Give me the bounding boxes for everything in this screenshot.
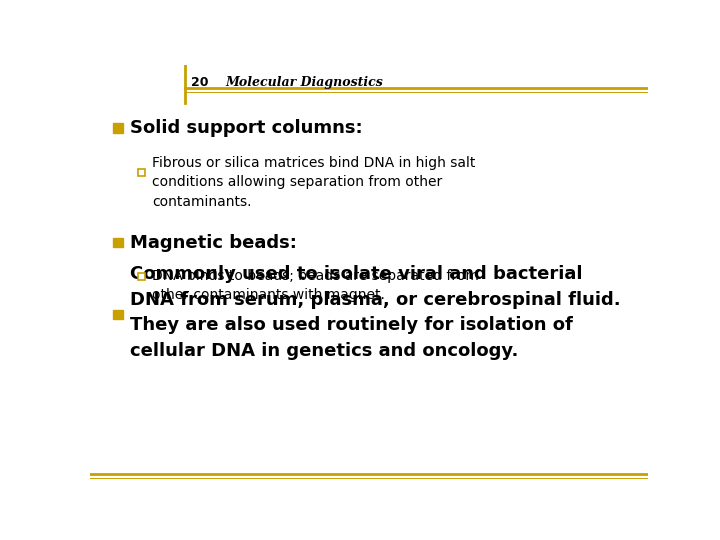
Bar: [138, 168, 145, 176]
Text: Molecular Diagnostics: Molecular Diagnostics: [225, 76, 383, 89]
Text: DNA binds to beads; beads are separated from
other contaminants with magnet.: DNA binds to beads; beads are separated …: [152, 269, 479, 302]
Text: Solid support columns:: Solid support columns:: [130, 119, 363, 137]
Text: Magnetic beads:: Magnetic beads:: [130, 234, 297, 252]
Text: Commonly used to isolate viral and bacterial
DNA from serum, plasma, or cerebros: Commonly used to isolate viral and bacte…: [130, 265, 621, 360]
Bar: [113, 238, 122, 247]
Bar: [113, 309, 122, 319]
Bar: [113, 123, 122, 132]
Bar: [138, 273, 145, 280]
Text: Fibrous or silica matrices bind DNA in high salt
conditions allowing separation : Fibrous or silica matrices bind DNA in h…: [152, 156, 475, 208]
Text: 20: 20: [191, 76, 208, 89]
